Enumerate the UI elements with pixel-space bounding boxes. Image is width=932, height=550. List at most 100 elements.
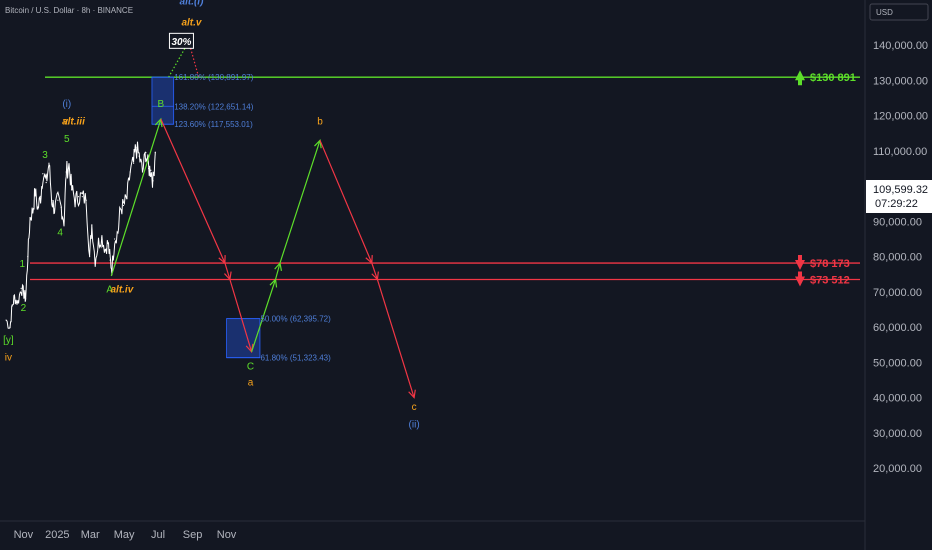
y-tick-label: 30,000.00 (873, 428, 922, 440)
price-point (77, 196, 80, 198)
last-price-value: 109,599.32 (873, 184, 928, 196)
currency-box[interactable] (869, 3, 929, 21)
price-point (34, 190, 36, 192)
y-tick-label: 80,000.00 (873, 252, 922, 264)
projection-path (110, 118, 162, 277)
price-point (126, 197, 128, 200)
price-point (20, 287, 22, 289)
price-point (29, 217, 31, 219)
x-tick-label: May (114, 529, 135, 541)
price-point (138, 155, 140, 157)
projection-arrowhead (269, 278, 278, 288)
x-tick-label: Nov (14, 529, 34, 541)
price-point (74, 199, 76, 201)
probability-box (168, 32, 194, 49)
price-point (5, 319, 7, 321)
level-arrow-down-icon (795, 255, 805, 271)
y-tick-label: 90,000.00 (873, 216, 922, 228)
wave-label: 4 (57, 227, 63, 238)
price-point (150, 169, 152, 171)
level-price-label: $78 173 (810, 258, 850, 270)
x-tick-label: 2025 (45, 529, 69, 541)
wave-label: (ii) (409, 420, 420, 431)
wave-label: (i) (62, 99, 71, 110)
price-point (119, 208, 121, 210)
price-point (60, 206, 62, 208)
fib-level-label: 61.80% (51,323.43) (260, 354, 331, 363)
price-point (51, 199, 53, 201)
price-point (68, 164, 70, 166)
price-point (109, 259, 111, 261)
y-tick-label: 130,000.00 (873, 75, 928, 87)
price-point (135, 146, 137, 148)
price-point (27, 256, 29, 258)
price-point (114, 238, 116, 240)
wave-label: a (248, 377, 254, 388)
price-point (97, 241, 100, 244)
projection-arrowhead (218, 255, 226, 265)
x-tick-label: Sep (183, 529, 203, 541)
wave-label: b (317, 116, 323, 127)
y-tick-label: 40,000.00 (873, 393, 922, 405)
fib-level-label: 161.80% (130,891.97) (174, 73, 254, 82)
projection-path (160, 118, 253, 352)
horizontal-levels (30, 76, 860, 281)
price-point (132, 162, 135, 164)
projection-paths (110, 41, 416, 399)
wave-label: alt.v (181, 18, 202, 29)
price-point (42, 173, 44, 175)
y-tick-label: 50,000.00 (873, 357, 922, 369)
projection-arrowhead (365, 255, 373, 265)
price-point (107, 241, 109, 244)
price-point (32, 210, 34, 212)
projection-arrowhead (224, 271, 232, 281)
wave-label: A (106, 285, 113, 296)
last-price-box (866, 180, 932, 213)
price-point (25, 298, 27, 300)
price-point (85, 199, 87, 201)
price-point (63, 220, 65, 222)
projection-arrowhead (408, 389, 416, 399)
wave-label: v (63, 116, 68, 127)
price-point (154, 151, 156, 153)
wave-label: 5 (64, 134, 70, 145)
price-point (65, 171, 67, 173)
price-point (91, 224, 93, 226)
price-point (129, 171, 131, 173)
projection-arrowhead (371, 271, 379, 281)
wave-label: 2 (21, 303, 27, 314)
symbol-title: Bitcoin / U.S. Dollar · 8h · BINANCE (5, 6, 133, 15)
candle-countdown: 07:29:22 (875, 198, 918, 210)
wave-label: B (158, 99, 165, 110)
level-price-label: $73 512 (810, 274, 850, 286)
price-point (148, 167, 150, 170)
y-tick-label: 110,000.00 (873, 146, 927, 158)
price-point (145, 152, 147, 154)
last-price-badge: 109,599.32 07:29:22 (866, 180, 932, 213)
price-point (23, 293, 25, 295)
wave-label: alt.(i) (180, 0, 205, 8)
probability-label: 30% (171, 37, 191, 48)
price-point (9, 326, 11, 328)
x-axis[interactable]: Nov 2025 Mar May Jul Sep Nov (14, 529, 237, 541)
wave-label: iv (5, 353, 12, 364)
price-point (11, 305, 13, 307)
projection-arrowhead (314, 138, 322, 149)
wave-label: alt.iii (62, 116, 85, 127)
price-point (122, 204, 125, 207)
y-tick-label: 70,000.00 (873, 287, 922, 299)
price-point (81, 196, 83, 198)
price-point (71, 189, 73, 191)
wave-label: alt.iv (110, 285, 134, 296)
price-point (117, 231, 119, 233)
projection-path (319, 140, 415, 398)
price-point (17, 301, 19, 304)
price-point (104, 248, 106, 251)
fib-labels: 161.80% (130,891.97) 138.20% (122,651.14)… (174, 73, 331, 362)
level-arrow-down-icon (795, 271, 805, 287)
y-tick-label: 140,000.00 (873, 40, 928, 52)
projection-arrowhead (274, 261, 283, 272)
